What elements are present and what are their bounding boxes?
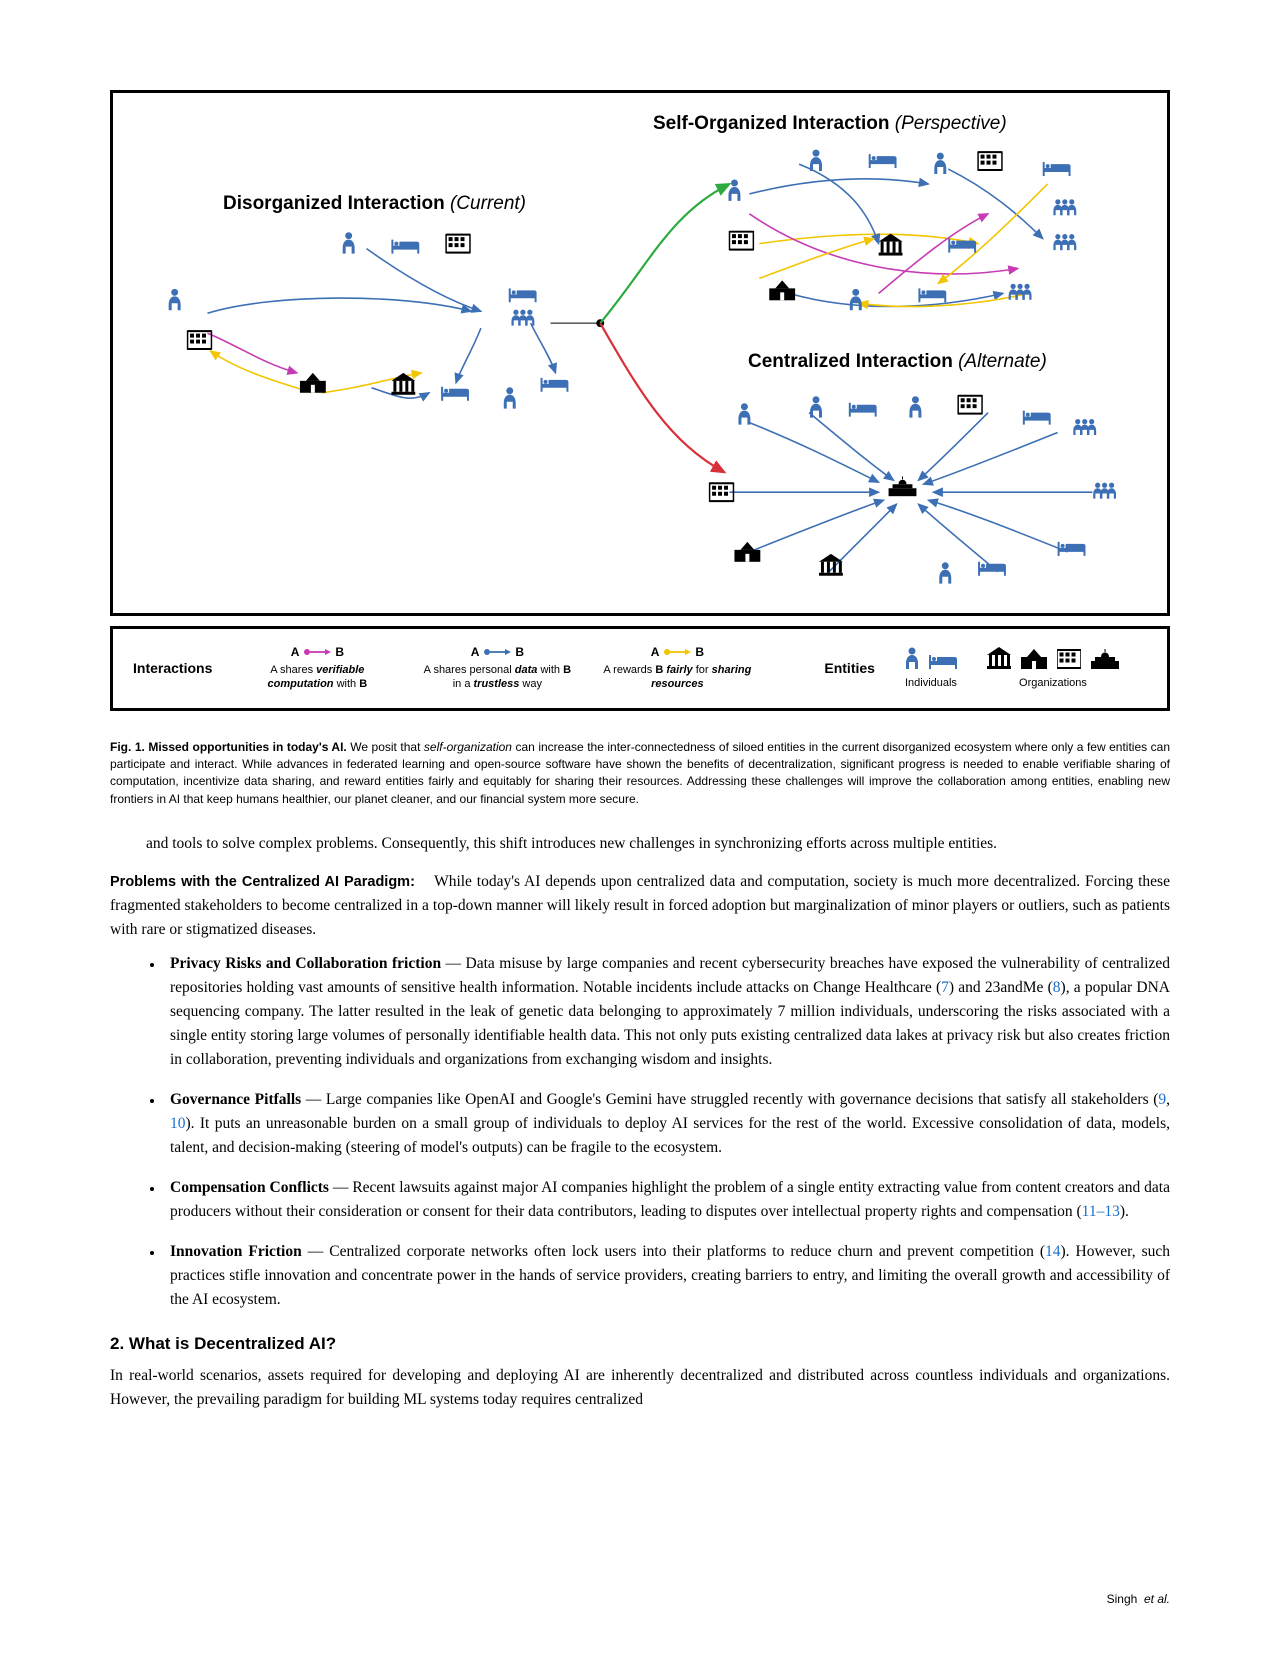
legend-interaction-1: A B A shares verifiable computation with… <box>242 645 392 692</box>
problems-paragraph: Problems with the Centralized AI Paradig… <box>110 870 1170 942</box>
bank-icon <box>987 647 1011 671</box>
legend-interaction-2: A B A shares personal data with B in a t… <box>422 645 572 692</box>
page-footer: Singh et al. <box>1107 1592 1170 1606</box>
body-continuation: and tools to solve complex problems. Con… <box>146 832 1170 856</box>
section-2-text: In real-world scenarios, assets required… <box>110 1364 1170 1412</box>
legend-organizations: Organizations <box>987 647 1119 689</box>
title-disorganized: Disorganized Interaction (Current) <box>223 193 526 215</box>
figure-caption: Fig. 1. Missed opportunities in today's … <box>110 739 1170 809</box>
title-selforganized: Self-Organized Interaction (Perspective) <box>653 113 1007 135</box>
legend-desc-3: A rewards B fairly for sharing resources <box>602 663 752 692</box>
building-icon <box>1057 647 1081 671</box>
legend-entities-label: Entities <box>824 660 875 676</box>
bed-icon <box>929 655 957 671</box>
legend-box: Interactions A B A shares verifiable com… <box>110 626 1170 711</box>
legend-interaction-3: A B A rewards B fairly for sharing resou… <box>602 645 752 692</box>
figure-main-box: Disorganized Interaction (Current) Self-… <box>110 90 1170 616</box>
bullet-governance: Governance Pitfalls — Large companies li… <box>164 1088 1170 1160</box>
bullet-innovation: Innovation Friction — Centralized corpor… <box>164 1240 1170 1312</box>
legend-individuals: Individuals <box>905 647 957 689</box>
section-2-heading: 2. What is Decentralized AI? <box>110 1334 1170 1354</box>
bullet-privacy: Privacy Risks and Collaboration friction… <box>164 952 1170 1072</box>
capitol-icon <box>1091 647 1119 671</box>
school-icon <box>1021 647 1047 671</box>
person-icon <box>905 647 919 671</box>
legend-interactions-label: Interactions <box>133 660 212 676</box>
legend-desc-1: A shares verifiable computation with B <box>242 663 392 692</box>
problems-bullets: Privacy Risks and Collaboration friction… <box>164 952 1170 1312</box>
title-centralized: Centralized Interaction (Alternate) <box>748 351 1047 373</box>
bullet-compensation: Compensation Conflicts — Recent lawsuits… <box>164 1176 1170 1224</box>
diagram-area: Disorganized Interaction (Current) Self-… <box>113 93 1167 613</box>
legend-desc-2: A shares personal data with B in a trust… <box>422 663 572 692</box>
